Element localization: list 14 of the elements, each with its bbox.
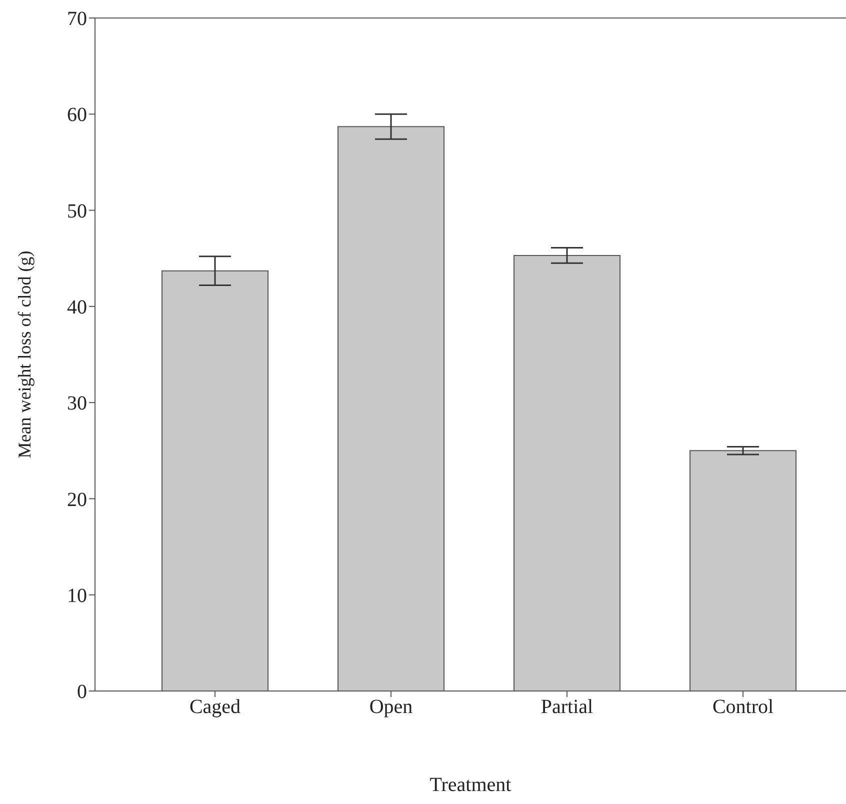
x-tick-label: Caged xyxy=(189,696,241,718)
y-tick-label: 50 xyxy=(67,200,87,222)
x-tick-label: Open xyxy=(369,696,413,718)
y-tick-label: 60 xyxy=(67,104,87,126)
x-tick-label: Control xyxy=(712,696,774,718)
y-tick-label: 30 xyxy=(67,392,87,415)
x-tick-label: Partial xyxy=(540,696,594,718)
y-tick-label: 20 xyxy=(67,488,87,511)
y-tick-label: 0 xyxy=(77,681,87,704)
y-tick-label: 10 xyxy=(67,584,87,607)
x-axis-title: Treatment xyxy=(430,774,512,796)
y-axis-title: Mean weight loss of clod (g) xyxy=(14,250,34,458)
y-tick-label: 40 xyxy=(67,296,87,319)
y-tick-label: 70 xyxy=(67,8,87,30)
